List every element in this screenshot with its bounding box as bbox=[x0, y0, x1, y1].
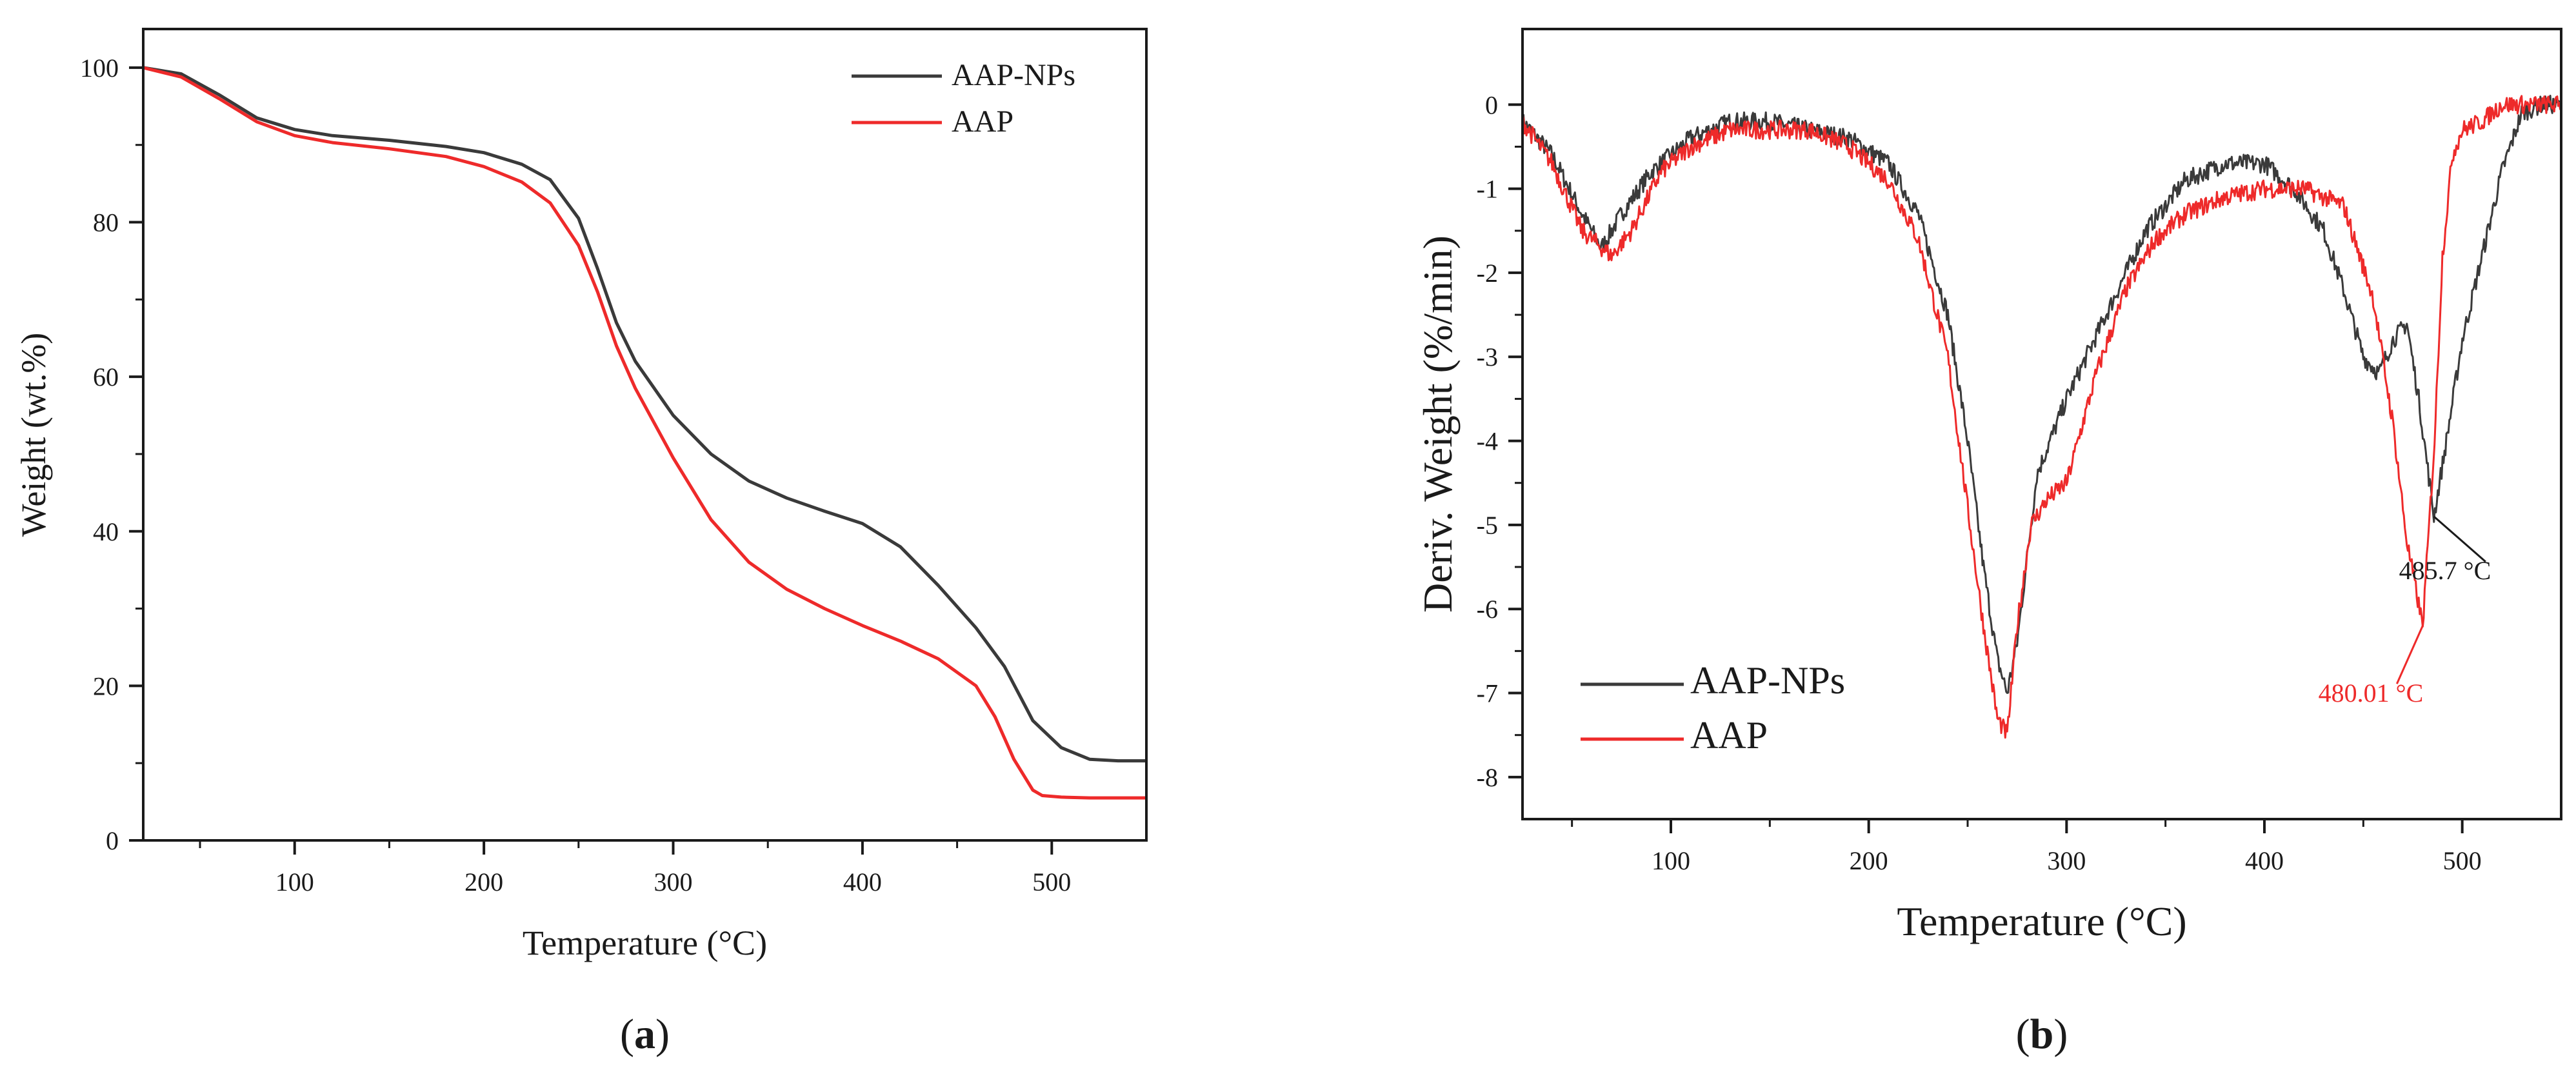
x-tick-label: 100 bbox=[1652, 846, 1690, 875]
y-tick-label: 40 bbox=[93, 517, 119, 546]
panel-a-x-axis-label: Temperature (°C) bbox=[523, 924, 767, 962]
annotation-leader bbox=[2395, 625, 2424, 684]
annotation-label: 485.7 °C bbox=[2399, 556, 2491, 585]
legend-label-aap-nps: AAP-NPs bbox=[952, 58, 1075, 92]
legend-label-aap: AAP bbox=[1690, 714, 1768, 757]
y-tick-label: 80 bbox=[93, 208, 119, 237]
y-tick-label: -2 bbox=[1477, 259, 1498, 288]
panel-a-caption: (a) bbox=[620, 1011, 670, 1058]
panel-b-legend: AAP-NPs AAP bbox=[1581, 659, 1845, 757]
y-tick-label: -6 bbox=[1477, 595, 1498, 624]
panel-a-legend: AAP-NPs AAP bbox=[852, 58, 1075, 139]
panel-b-annotations: 485.7 °C 480.01 °C bbox=[2319, 515, 2491, 708]
y-tick-label: -7 bbox=[1477, 679, 1498, 708]
x-tick-label: 200 bbox=[464, 867, 503, 897]
x-tick-label: 400 bbox=[2245, 846, 2284, 875]
panel-b-plot-frame bbox=[1521, 28, 2562, 820]
y-tick-label: 0 bbox=[1485, 90, 1498, 119]
y-tick-label: 100 bbox=[80, 54, 119, 83]
panel-a-ticks: 100 200 300 400 500 0 20 40 60 80 100 bbox=[80, 54, 1071, 897]
x-tick-label: 500 bbox=[1032, 867, 1071, 897]
panel-b: 100 200 300 400 500 0 -1 -2 -3 -4 -5 -6 -7 -8 485.7 °… bbox=[1415, 28, 2562, 1058]
x-tick-label: 100 bbox=[275, 867, 314, 897]
panel-b-y-axis-label: Deriv. Weight (%/min) bbox=[1415, 235, 1461, 613]
y-tick-label: 20 bbox=[93, 671, 119, 700]
y-tick-label: 0 bbox=[106, 826, 119, 855]
panel-a-caption-letter: a bbox=[634, 1011, 655, 1058]
y-tick-label: -1 bbox=[1477, 175, 1498, 204]
panel-b-caption-letter: b bbox=[2030, 1011, 2054, 1058]
legend-label-aap: AAP bbox=[952, 104, 1013, 139]
y-tick-label: -5 bbox=[1477, 511, 1498, 540]
y-tick-label: -3 bbox=[1477, 342, 1498, 372]
y-tick-label: -8 bbox=[1477, 763, 1498, 792]
y-tick-label: -4 bbox=[1477, 427, 1498, 456]
panel-b-caption: (b) bbox=[2016, 1011, 2068, 1058]
annotation-leader bbox=[2433, 515, 2486, 562]
panel-a-series bbox=[143, 66, 1146, 800]
x-tick-label: 200 bbox=[1850, 846, 1888, 875]
x-tick-label: 500 bbox=[2443, 846, 2482, 875]
series-line-aap-nps bbox=[1521, 94, 2562, 694]
x-tick-label: 300 bbox=[2047, 846, 2086, 875]
panel-b-series bbox=[1521, 94, 2562, 739]
x-tick-label: 300 bbox=[654, 867, 693, 897]
panel-a-plot-frame bbox=[142, 28, 1148, 842]
panel-a-y-axis-label: Weight (wt.%) bbox=[14, 333, 53, 537]
series-line-aap bbox=[1521, 95, 2562, 739]
annotation-label: 480.01 °C bbox=[2319, 679, 2424, 708]
panel-b-ticks: 100 200 300 400 500 0 -1 -2 -3 -4 -5 -6 -7 -8 bbox=[1477, 90, 2482, 875]
panel-a: 100 200 300 400 500 0 20 40 60 80 100 Temperature … bbox=[14, 28, 1148, 1058]
legend-label-aap-nps: AAP-NPs bbox=[1690, 659, 1845, 702]
series-line-aap-nps bbox=[143, 66, 1146, 763]
x-tick-label: 400 bbox=[843, 867, 882, 897]
series-line-aap bbox=[143, 66, 1146, 800]
y-tick-label: 60 bbox=[93, 362, 119, 391]
panel-b-x-axis-label: Temperature (°C) bbox=[1897, 898, 2186, 944]
